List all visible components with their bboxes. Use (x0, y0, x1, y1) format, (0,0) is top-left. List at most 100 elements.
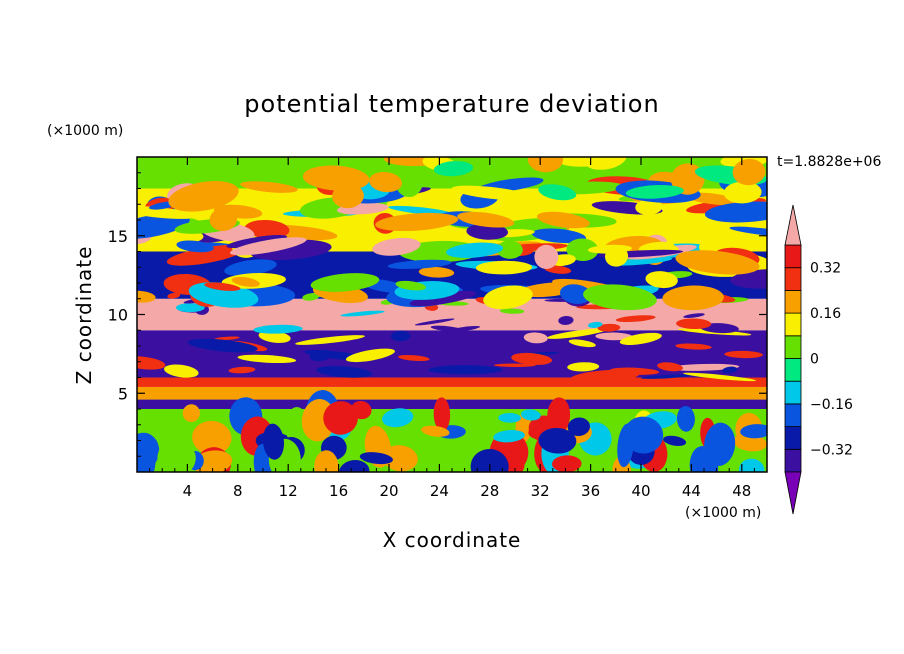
colorbar-segment (784, 267, 802, 291)
x-tick-label: 12 (279, 482, 298, 500)
contour-blob (738, 458, 765, 472)
x-tick-label: 48 (732, 482, 751, 500)
contour-blob (635, 198, 663, 215)
colorbar-label: −0.32 (810, 442, 853, 458)
x-tick-label: 40 (631, 482, 650, 500)
colorbar-segment (784, 289, 802, 314)
colorbar-label: 0.32 (810, 261, 841, 277)
contour-blob (547, 397, 571, 434)
contour-blob (314, 450, 339, 472)
contour-blob (176, 240, 214, 253)
contour-blob (395, 280, 427, 291)
contour-blob (372, 237, 421, 256)
contour-blob (538, 184, 577, 201)
contour-blob (566, 238, 599, 262)
contour-blob (417, 251, 447, 263)
contour-blob (188, 282, 259, 308)
contour-blob (168, 181, 239, 212)
contour-band (137, 386, 767, 400)
contour-blob (414, 318, 455, 326)
contour-blob (689, 445, 719, 472)
contour-blob (345, 348, 395, 363)
contour-blob (475, 260, 533, 275)
contour-blob (676, 318, 712, 330)
contour-blob (316, 366, 373, 378)
x-axis: 4 8 12 16 20 24 28 32 36 40 44 48 (149, 157, 755, 500)
contour-blob (567, 417, 590, 437)
contour-blob (418, 266, 455, 278)
colorbar-segment (784, 244, 802, 269)
contour-blob (493, 429, 525, 443)
contour-blob (433, 161, 474, 177)
contour-blob (483, 285, 533, 310)
x-axis-label: X coordinate (383, 528, 522, 552)
contour-blob (704, 201, 767, 223)
contour-blob (657, 362, 684, 372)
contour-blob (583, 284, 657, 311)
contour-band (137, 377, 767, 387)
contour-blob (382, 445, 418, 472)
contour-blob (166, 244, 245, 266)
y-axis-label: Z coordinate (72, 246, 96, 385)
x-tick-label: 32 (531, 482, 550, 500)
contour-blob (137, 206, 197, 219)
contour-blob (675, 250, 760, 275)
contour-blob (683, 313, 705, 318)
contour-blob (676, 405, 695, 432)
contour-field (137, 157, 767, 472)
contour-blob (258, 330, 291, 343)
contour-blob (387, 259, 452, 269)
contour-blob (167, 292, 181, 299)
contour-blob (546, 328, 608, 339)
y-tick-label: 15 (108, 227, 128, 246)
contour-blob (137, 290, 156, 303)
contour-blob (498, 413, 522, 423)
contour-blob (187, 338, 258, 353)
contour-blob (228, 366, 256, 374)
contour-blob (309, 349, 333, 362)
contour-blob (527, 157, 564, 173)
x-unit-label: (×1000 m) (685, 505, 761, 521)
contour-blob (683, 372, 757, 382)
contour-blob (359, 452, 393, 465)
x-tick-label: 8 (233, 482, 243, 500)
colorbar-segment (784, 358, 802, 382)
contour-blob (231, 276, 260, 287)
contour-blob (640, 374, 693, 379)
contour-blob (645, 271, 678, 289)
contour-blob (568, 339, 596, 348)
contour-blob (446, 242, 504, 258)
colorbar-underflow-arrow (784, 471, 802, 515)
contour-blob (310, 273, 380, 292)
contour-blob (605, 246, 629, 267)
contour-blob (244, 219, 290, 239)
contour-blob (588, 321, 603, 328)
contour-blob (214, 336, 240, 341)
colorbar-segment (784, 380, 802, 405)
contour-blob (230, 237, 307, 256)
contour-blob (740, 424, 767, 439)
colorbar-segment (784, 403, 802, 427)
contour-blob (531, 228, 586, 244)
contour-blob (499, 308, 525, 314)
contour-blob (375, 212, 459, 232)
contour-blob (164, 364, 199, 378)
contour-blob (595, 332, 633, 341)
contour-blobs (137, 157, 767, 472)
contour-blob (388, 205, 454, 216)
x-tick-label: 28 (480, 482, 499, 500)
contour-blob (457, 211, 515, 228)
colorbar-segment (784, 312, 802, 337)
contour-blob (323, 401, 358, 435)
contour-blob (523, 332, 548, 344)
contour-blob (192, 420, 232, 455)
contour-blob (295, 335, 365, 345)
contour-blob (262, 423, 285, 460)
contour-blob (209, 208, 238, 232)
contour-blob (240, 181, 298, 193)
contour-blob (204, 282, 241, 291)
chart-title: potential temperature deviation (244, 90, 659, 118)
contour-blob (496, 240, 523, 259)
colorbar-segment (784, 426, 802, 450)
